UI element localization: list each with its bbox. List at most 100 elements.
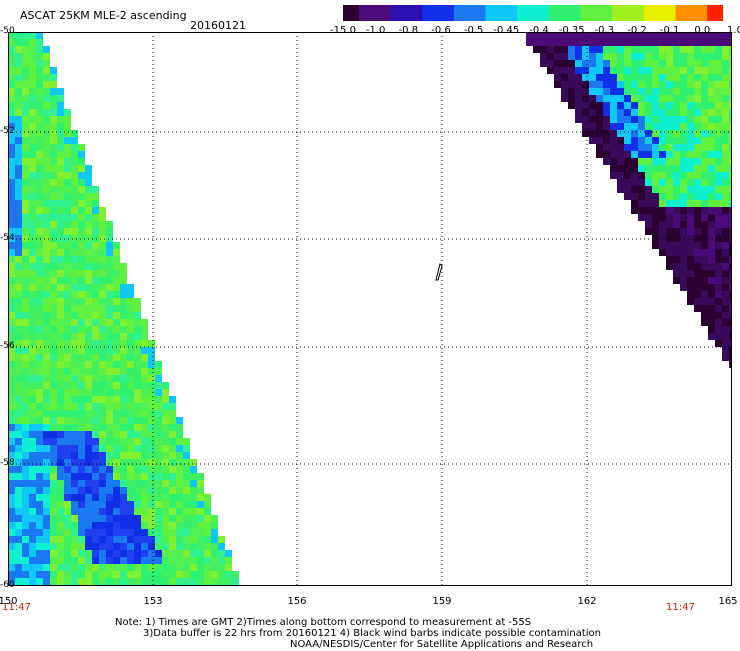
data-cell — [722, 270, 729, 277]
data-cell — [22, 256, 29, 263]
data-cell — [106, 417, 113, 424]
data-cell — [50, 389, 57, 396]
data-cell — [197, 480, 204, 487]
data-cell — [141, 417, 148, 424]
data-cell — [92, 333, 99, 340]
data-cell — [540, 39, 547, 46]
data-cell — [36, 263, 43, 270]
data-cell — [15, 438, 22, 445]
time-label-right: 11:47 — [666, 602, 695, 613]
data-cell — [92, 466, 99, 473]
data-cell — [22, 396, 29, 403]
data-cell — [113, 501, 120, 508]
data-cell — [120, 452, 127, 459]
colorbar-swatch — [573, 5, 582, 21]
data-cell — [113, 284, 120, 291]
data-cell — [99, 494, 106, 501]
data-cell — [540, 32, 547, 39]
data-cell — [687, 88, 694, 95]
data-cell — [694, 39, 701, 46]
data-cell — [22, 417, 29, 424]
data-cell — [141, 466, 148, 473]
data-cell — [183, 459, 190, 466]
data-cell — [85, 466, 92, 473]
data-cell — [15, 284, 22, 291]
data-cell — [8, 522, 15, 529]
data-cell — [596, 123, 603, 130]
data-cell — [8, 165, 15, 172]
data-cell — [148, 354, 155, 361]
data-cell — [722, 46, 729, 53]
data-cell — [8, 382, 15, 389]
data-cell — [22, 95, 29, 102]
data-cell — [99, 487, 106, 494]
data-cell — [15, 179, 22, 186]
data-cell — [71, 431, 78, 438]
data-cell — [666, 74, 673, 81]
data-cell — [701, 130, 708, 137]
data-cell — [85, 529, 92, 536]
data-cell — [687, 60, 694, 67]
data-cell — [43, 228, 50, 235]
data-cell — [680, 144, 687, 151]
data-cell — [22, 242, 29, 249]
data-cell — [71, 256, 78, 263]
data-cell — [64, 291, 71, 298]
data-cell — [43, 95, 50, 102]
data-cell — [638, 200, 645, 207]
data-cell — [554, 46, 561, 53]
data-cell — [29, 46, 36, 53]
data-cell — [603, 130, 610, 137]
data-cell — [113, 326, 120, 333]
data-cell — [29, 515, 36, 522]
data-cell — [141, 354, 148, 361]
data-cell — [659, 221, 666, 228]
data-cell — [694, 74, 701, 81]
data-cell — [71, 284, 78, 291]
data-cell — [43, 81, 50, 88]
data-cell — [29, 60, 36, 67]
data-cell — [701, 193, 708, 200]
data-cell — [722, 214, 729, 221]
data-cell — [197, 578, 204, 585]
data-cell — [638, 74, 645, 81]
data-cell — [659, 123, 666, 130]
data-cell — [50, 550, 57, 557]
data-cell — [71, 389, 78, 396]
data-cell — [71, 536, 78, 543]
data-cell — [141, 501, 148, 508]
data-cell — [64, 550, 71, 557]
x-tick-label: 159 — [432, 596, 451, 607]
data-cell — [176, 501, 183, 508]
data-cell — [43, 340, 50, 347]
data-cell — [22, 459, 29, 466]
data-cell — [183, 501, 190, 508]
data-cell — [85, 193, 92, 200]
data-cell — [71, 144, 78, 151]
data-cell — [99, 284, 106, 291]
data-cell — [148, 389, 155, 396]
data-cell — [8, 501, 15, 508]
data-cell — [50, 375, 57, 382]
data-cell — [722, 116, 729, 123]
data-cell — [183, 564, 190, 571]
data-cell — [624, 123, 631, 130]
data-cell — [29, 291, 36, 298]
data-cell — [127, 305, 134, 312]
data-cell — [638, 130, 645, 137]
data-cell — [64, 564, 71, 571]
data-cell — [15, 214, 22, 221]
data-cell — [694, 284, 701, 291]
data-cell — [22, 326, 29, 333]
data-cell — [57, 410, 64, 417]
data-cell — [29, 298, 36, 305]
data-cell — [141, 459, 148, 466]
data-cell — [722, 88, 729, 95]
colorbar-swatch — [699, 5, 708, 21]
data-cell — [127, 284, 134, 291]
data-cell — [582, 67, 589, 74]
data-cell — [162, 529, 169, 536]
data-cell — [64, 137, 71, 144]
data-cell — [715, 207, 722, 214]
data-cell — [225, 564, 232, 571]
